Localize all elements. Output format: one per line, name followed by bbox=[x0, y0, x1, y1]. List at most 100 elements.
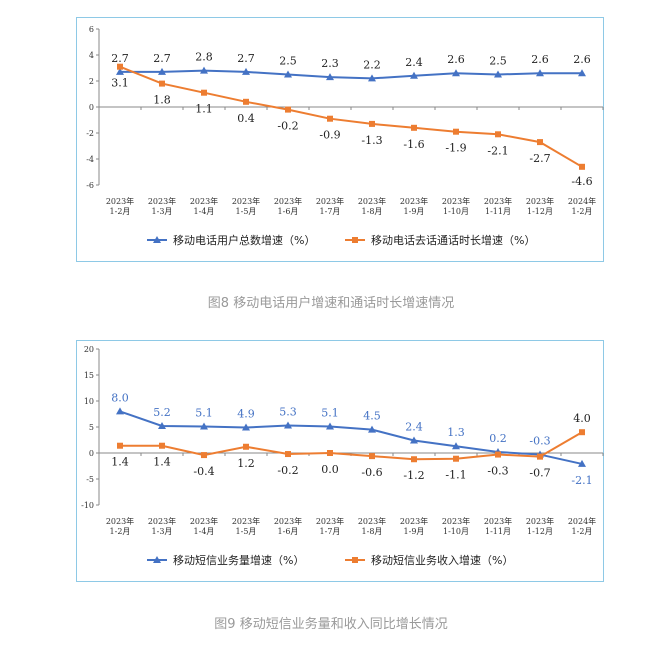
x-tick-label: 2023年 bbox=[148, 516, 176, 526]
series-point-square bbox=[579, 163, 585, 170]
x-tick-label: 1-2月 bbox=[110, 527, 131, 536]
series-point-square bbox=[285, 106, 291, 113]
x-tick-label: 2023年 bbox=[190, 516, 218, 526]
x-tick-label: 2023年 bbox=[274, 196, 302, 206]
data-label: 2.7 bbox=[153, 52, 171, 65]
legend-marker-triangle bbox=[153, 236, 161, 243]
x-tick-label: 2023年 bbox=[274, 516, 302, 526]
data-label: 5.1 bbox=[321, 406, 339, 419]
chart-panel-fig9: -10 -5 0 5 10 15 20 2023年 1-2月 2023年 1-3月 2023年 1-4月… bbox=[76, 340, 604, 582]
data-label: 1.4 bbox=[111, 456, 129, 469]
data-label: 2.2 bbox=[363, 58, 381, 71]
series-point-triangle bbox=[410, 71, 418, 79]
data-label: -2.1 bbox=[487, 144, 508, 157]
series-line-1 bbox=[120, 69, 582, 80]
series-point-triangle bbox=[368, 425, 376, 433]
series-point-square bbox=[117, 442, 123, 449]
x-tick-label: 1-6月 bbox=[278, 207, 299, 216]
x-tick-label: 2023年 bbox=[442, 196, 470, 206]
series-point-square bbox=[369, 453, 375, 460]
data-label: 1.3 bbox=[447, 426, 465, 439]
x-tick-label: 1-9月 bbox=[404, 207, 425, 216]
data-label: 5.2 bbox=[153, 406, 171, 419]
y-tick-label: -6 bbox=[86, 181, 94, 190]
series-point-square bbox=[327, 450, 333, 456]
data-label: 4.5 bbox=[363, 410, 381, 423]
x-tick-label: 2023年 bbox=[148, 196, 176, 206]
y-tick-label: 10 bbox=[84, 397, 94, 406]
x-tick-label: 1-7月 bbox=[320, 527, 341, 536]
data-label: 1.2 bbox=[237, 457, 255, 470]
y-tick-label: 0 bbox=[89, 103, 94, 112]
series-point-triangle bbox=[368, 74, 376, 82]
x-tick-label: 1-2月 bbox=[110, 207, 131, 216]
x-tick-label: 2024年 bbox=[568, 516, 596, 526]
data-label: -0.3 bbox=[487, 465, 508, 478]
data-label: -1.3 bbox=[361, 134, 382, 147]
x-tick-label: 1-2月 bbox=[572, 527, 593, 536]
x-tick-label: 1-5月 bbox=[236, 527, 257, 536]
series-point-square bbox=[243, 98, 249, 105]
series-point-square bbox=[201, 452, 207, 459]
series-point-square bbox=[159, 442, 165, 449]
series-point-triangle bbox=[242, 67, 250, 75]
series-point-square bbox=[285, 451, 291, 458]
series-point-square bbox=[201, 89, 207, 96]
data-label: 4.9 bbox=[237, 408, 255, 421]
series-point-triangle bbox=[200, 422, 208, 430]
y-tick-label: -5 bbox=[86, 475, 94, 484]
x-tick-label: 1-3月 bbox=[152, 527, 173, 536]
data-label: 5.3 bbox=[279, 405, 297, 418]
x-tick-label: 2023年 bbox=[526, 196, 554, 206]
data-label: -0.7 bbox=[529, 467, 550, 480]
data-label: 1.4 bbox=[153, 456, 171, 469]
series-point-triangle bbox=[578, 69, 586, 77]
legend-marker-square bbox=[352, 557, 358, 563]
caption-fig9: 图9 移动短信业务量和收入同比增长情况 bbox=[214, 617, 448, 632]
data-label: -0.2 bbox=[277, 464, 298, 477]
series-line-2 bbox=[119, 65, 583, 168]
x-tick-label: 1-4月 bbox=[194, 207, 215, 216]
x-tick-label: 2023年 bbox=[526, 516, 554, 526]
y-tick-label: 0 bbox=[89, 449, 94, 458]
series-point-square bbox=[453, 455, 459, 462]
legend-marker-triangle bbox=[153, 556, 161, 563]
series-point-square bbox=[327, 115, 333, 122]
x-tick-label: 1-4月 bbox=[194, 527, 215, 536]
x-tick-label: 2023年 bbox=[316, 516, 344, 526]
x-tick-label: 2024年 bbox=[568, 196, 596, 206]
data-label: -1.2 bbox=[403, 469, 424, 482]
x-tick-label: 2023年 bbox=[484, 196, 512, 206]
data-label: 0.0 bbox=[321, 463, 339, 476]
x-tick-label: 2023年 bbox=[400, 196, 428, 206]
x-tick-label: 1-5月 bbox=[236, 207, 257, 216]
data-label: -2.1 bbox=[571, 474, 592, 487]
series-point-square bbox=[117, 63, 123, 70]
data-label: 2.7 bbox=[111, 52, 129, 65]
data-label: -0.6 bbox=[361, 466, 382, 479]
series-point-triangle bbox=[326, 73, 334, 81]
x-tick-label: 2023年 bbox=[232, 516, 260, 526]
data-label: -1.9 bbox=[445, 142, 466, 155]
data-label: -0.3 bbox=[529, 435, 550, 448]
series-point-triangle bbox=[116, 67, 124, 75]
data-label: 5.1 bbox=[195, 406, 213, 419]
legend-label: 移动短信业务量增速（%） bbox=[173, 553, 304, 567]
data-label: -1.6 bbox=[403, 138, 424, 151]
x-tick-label: 1-11月 bbox=[485, 527, 511, 536]
series-point-square bbox=[495, 131, 501, 138]
y-tick-label: 6 bbox=[89, 25, 94, 34]
x-tick-label: 1-3月 bbox=[152, 207, 173, 216]
chart-fig9: -10-5051015202023年1-2月2023年1-3月2023年1-4月… bbox=[81, 345, 604, 567]
data-label: 2.6 bbox=[447, 53, 465, 66]
legend-marker-square bbox=[352, 237, 358, 243]
legend-label: 移动电话去话通话时长增速（%） bbox=[371, 233, 535, 247]
series-point-triangle bbox=[116, 407, 124, 415]
series-line-2 bbox=[120, 431, 583, 461]
series-point-square bbox=[411, 456, 417, 463]
legend-label: 移动短信业务收入增速（%） bbox=[371, 553, 513, 567]
data-label: -2.7 bbox=[529, 152, 550, 165]
x-tick-label: 2023年 bbox=[106, 516, 134, 526]
x-tick-label: 1-12月 bbox=[527, 207, 553, 216]
series-point-square bbox=[411, 124, 417, 131]
